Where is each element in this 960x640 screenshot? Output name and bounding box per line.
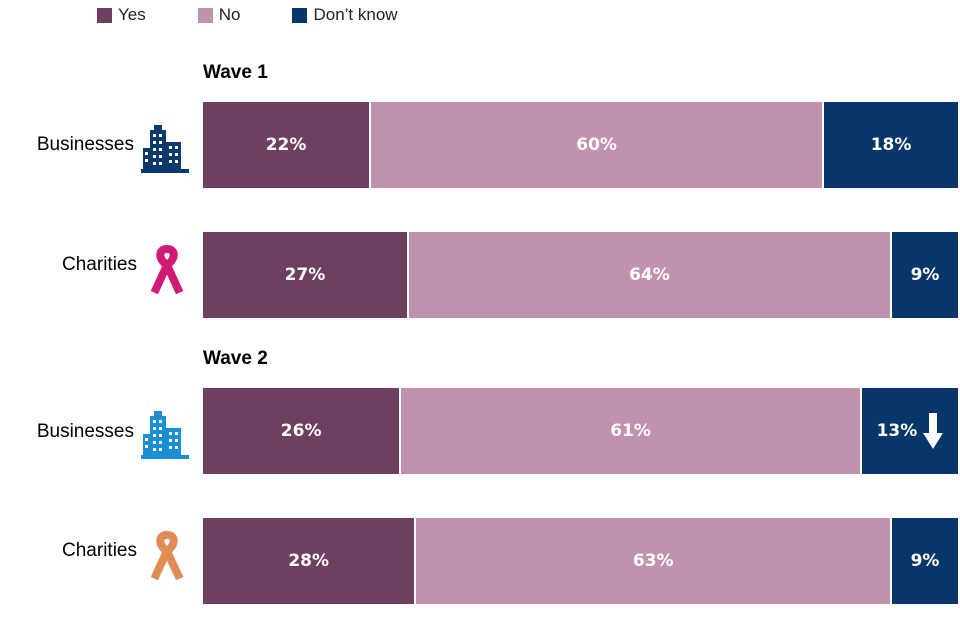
data-label-yes: 26% <box>280 421 322 441</box>
data-label-no: 60% <box>576 135 617 155</box>
data-label-yes: 22% <box>265 135 307 155</box>
wave-1-title: Wave 1 <box>203 62 268 83</box>
bar-segment-dont-know: 9% <box>890 232 958 318</box>
row-label-wave2-charities: Charities <box>62 540 137 561</box>
bar-segment-dont-know: 9% <box>890 518 958 604</box>
legend-swatch-no <box>197 7 213 23</box>
data-label-no: 64% <box>629 265 670 285</box>
legend-item-yes: Yes <box>97 5 146 25</box>
data-label-dont-know: 9% <box>910 551 940 571</box>
bar-segment-no: 64% <box>406 232 891 318</box>
data-label-dont-know: 13% <box>876 421 918 441</box>
significant-decrease-arrow-icon <box>923 413 944 449</box>
bar-segment-no: 63% <box>414 518 891 604</box>
row-label-wave2-businesses: Businesses <box>36 421 134 442</box>
legend-item-dont-know: Don’t know <box>292 5 398 25</box>
bar-wave1-charities: 27% 64% 9% <box>203 232 958 318</box>
legend: Yes No Don’t know <box>97 5 398 25</box>
legend-swatch-yes <box>97 7 112 23</box>
bar-segment-yes: 26% <box>203 388 400 474</box>
bar-segment-yes: 27% <box>203 232 407 318</box>
bar-segment-no: 60% <box>369 102 823 188</box>
row-label-wave1-charities: Charities <box>62 254 137 275</box>
bar-wave2-businesses: 26% 61% 13% <box>203 388 958 474</box>
legend-label-yes: Yes <box>118 5 146 24</box>
data-label-yes: 27% <box>284 265 326 285</box>
bar-segment-dont-know: 18% <box>822 102 958 188</box>
bar-wave1-businesses: 22% 60% 18% <box>203 102 958 188</box>
bar-segment-yes: 22% <box>203 102 370 188</box>
data-label-yes: 28% <box>288 551 330 571</box>
wave-2-title: Wave 2 <box>203 348 268 369</box>
bar-segment-dont-know: 13% <box>859 388 958 474</box>
ribbon-icon <box>150 531 184 581</box>
bar-segment-yes: 28% <box>203 518 415 604</box>
bar-wave2-charities: 28% 63% 9% <box>203 518 958 604</box>
legend-label-dont-know: Don’t know <box>313 5 398 24</box>
bar-segment-no: 61% <box>399 388 860 474</box>
legend-swatch-dont-know <box>292 7 308 23</box>
data-label-no: 63% <box>632 551 674 571</box>
ribbon-icon <box>150 245 184 295</box>
building-icon <box>141 125 189 173</box>
row-label-wave1-businesses: Businesses <box>36 134 134 155</box>
data-label-dont-know: 18% <box>870 135 912 155</box>
data-label-dont-know: 9% <box>910 265 940 285</box>
building-icon <box>141 411 189 459</box>
legend-label-no: No <box>218 5 241 24</box>
legend-item-no: No <box>197 5 241 25</box>
data-label-no: 61% <box>610 421 651 441</box>
